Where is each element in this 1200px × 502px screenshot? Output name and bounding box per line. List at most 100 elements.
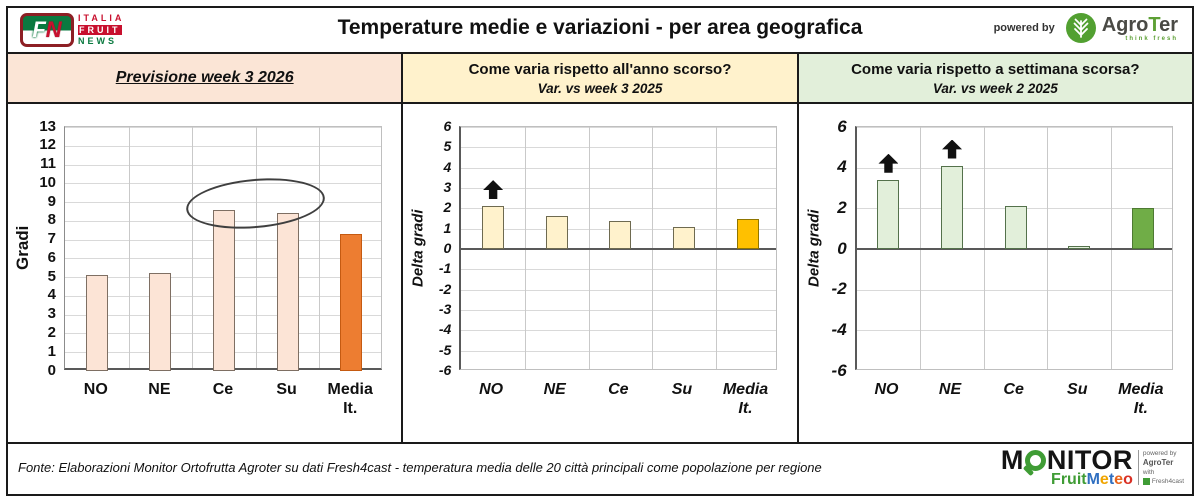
y-tick-label: 5 bbox=[443, 138, 452, 155]
charts-row: Gradi 13 12 11 10 9 8 7 6 5 4 3 2 1 0 NO NE Ce Su Media It.… bbox=[8, 104, 1192, 442]
fn-logo-words: ITALIA FRUIT NEWS bbox=[78, 13, 124, 46]
gridline-horizontal bbox=[461, 127, 777, 128]
fn-italia-label: ITALIA bbox=[78, 13, 125, 24]
powered-by-block: powered by AgroTer think fresh bbox=[994, 12, 1178, 44]
bar-media-it- bbox=[340, 233, 363, 371]
panel-header-previsione: Previsione week 3 2026 bbox=[8, 54, 402, 102]
bar-no bbox=[482, 206, 505, 249]
fruitmeteo-word: FruitMeteo bbox=[1051, 471, 1133, 488]
bar-media-it- bbox=[736, 218, 759, 249]
y-tick-label: -2 bbox=[831, 279, 847, 299]
y-tick-label: 1 bbox=[443, 219, 452, 236]
x-label-ce: Ce bbox=[212, 381, 234, 398]
gridline-horizontal bbox=[856, 127, 1172, 128]
gridline-horizontal bbox=[856, 330, 1172, 332]
plot-area bbox=[854, 126, 1173, 370]
bar-ne bbox=[149, 273, 172, 371]
bar-su bbox=[672, 226, 695, 249]
y-tick-label: -6 bbox=[438, 362, 452, 378]
panel-header-vs-anno-title: Come varia rispetto all'anno scorso? bbox=[468, 60, 732, 78]
gridline-horizontal bbox=[461, 289, 777, 291]
gridline-horizontal bbox=[856, 167, 1172, 169]
y-tick-label: 6 bbox=[443, 118, 452, 134]
y-tick-label: 6 bbox=[837, 116, 847, 136]
fruitmeteo-letter: e bbox=[1099, 471, 1109, 488]
y-tick-label: 9 bbox=[47, 192, 56, 210]
magnifier-icon bbox=[1024, 450, 1046, 471]
y-tick-label: 5 bbox=[47, 267, 56, 285]
bar-ne bbox=[545, 216, 568, 249]
powered-by-label: powered by bbox=[993, 22, 1055, 34]
y-tick-label: -3 bbox=[438, 301, 452, 317]
footer-bar: Fonte: Elaborazioni Monitor Ortofrutta A… bbox=[8, 442, 1192, 494]
y-tick-label: -6 bbox=[831, 360, 847, 380]
gridline-horizontal bbox=[65, 202, 381, 204]
fresh4cast-icon bbox=[1142, 478, 1150, 486]
bar-no bbox=[877, 179, 900, 249]
zero-axis-line bbox=[461, 248, 777, 250]
bar-su bbox=[1068, 245, 1091, 249]
y-tick-label: 2 bbox=[443, 199, 452, 216]
agroter-logo: AgroTer think fresh bbox=[1065, 12, 1178, 44]
monitor-agroter-label: AgroTer bbox=[1142, 458, 1174, 468]
gridline-horizontal bbox=[461, 147, 777, 149]
y-tick-label: 11 bbox=[40, 155, 56, 173]
gridline-horizontal bbox=[461, 330, 777, 332]
bar-media-it- bbox=[1131, 208, 1154, 249]
x-label-no: NO bbox=[83, 381, 108, 398]
gridline-vertical bbox=[319, 127, 321, 368]
y-tick-label: 3 bbox=[47, 305, 56, 323]
bar-ce bbox=[609, 220, 632, 249]
gridline-horizontal bbox=[65, 127, 381, 128]
agroter-tagline: think fresh bbox=[1125, 35, 1178, 42]
monitor-fruitmeteo-logo: M NITOR FruitMeteo powered by AgroTer wit… bbox=[1001, 447, 1184, 488]
gridline-horizontal bbox=[461, 188, 777, 189]
gridline-horizontal bbox=[461, 269, 777, 271]
y-tick-label: 10 bbox=[39, 173, 56, 191]
gridline-vertical bbox=[192, 127, 194, 368]
monitor-fresh4cast-label: Fresh4cast bbox=[1142, 478, 1184, 486]
chart-vs-anno-scorso: Delta gradi 6 5 4 3 2 1 0 -1 -2 -3 -4 -5 -6 NO NE Ce Su Me… bbox=[401, 104, 797, 442]
x-label-ne: NE bbox=[938, 381, 962, 398]
x-label-ce: Ce bbox=[608, 381, 629, 398]
y-tick-label: 0 bbox=[47, 361, 56, 379]
panel-header-vs-settimana: Come varia rispetto a settimana scorsa? … bbox=[796, 54, 1192, 102]
panel-header-vs-anno-subtitle: Var. vs week 3 2025 bbox=[537, 80, 663, 96]
y-tick-label: -5 bbox=[438, 341, 452, 358]
panel-headers-band: Previsione week 3 2026 Come varia rispet… bbox=[8, 54, 1192, 104]
chart-vs-settimana-scorsa: Delta gradi 6 4 2 0 -2 -4 -6 NO NE Ce Su Media It. bbox=[796, 104, 1192, 442]
x-label-su: Su bbox=[276, 381, 297, 398]
gridline-vertical bbox=[128, 127, 130, 368]
agroter-tree-icon bbox=[1065, 13, 1096, 43]
x-label-media-it-: Media It. bbox=[327, 381, 373, 418]
y-tick-label: -4 bbox=[438, 321, 452, 338]
panel-header-previsione-title: Previsione week 3 2026 bbox=[115, 69, 294, 86]
fn-letter-f: F bbox=[32, 17, 46, 42]
fruitmeteo-letter: o bbox=[1123, 471, 1133, 488]
y-tick-label: 6 bbox=[47, 248, 56, 266]
x-label-media-it-: Media It. bbox=[1118, 381, 1164, 418]
gridline-horizontal bbox=[461, 167, 777, 169]
plot-area bbox=[64, 126, 382, 371]
gridline-horizontal bbox=[856, 289, 1172, 291]
gridline-horizontal bbox=[461, 208, 777, 210]
x-label-ne: NE bbox=[543, 381, 566, 398]
up-arrow-icon bbox=[942, 139, 963, 159]
bar-no bbox=[85, 275, 108, 371]
chart-previsione: Gradi 13 12 11 10 9 8 7 6 5 4 3 2 1 0 NO NE Ce Su Media It. bbox=[8, 104, 402, 442]
zero-axis-line bbox=[856, 248, 1172, 250]
gridline-vertical bbox=[255, 127, 257, 368]
panel-header-vs-settimana-subtitle: Var. vs week 2 2025 bbox=[932, 80, 1058, 96]
x-label-no: NO bbox=[479, 381, 504, 398]
y-tick-label: 8 bbox=[47, 211, 56, 229]
gridline-horizontal bbox=[461, 350, 777, 352]
x-label-media-it-: Media It. bbox=[722, 381, 769, 418]
bar-ne bbox=[941, 165, 964, 249]
y-tick-label: -1 bbox=[438, 260, 452, 277]
gridline-horizontal bbox=[65, 183, 381, 185]
y-tick-label: 4 bbox=[47, 286, 56, 304]
fn-letter-n: N bbox=[45, 17, 62, 42]
y-tick-label: 13 bbox=[39, 117, 56, 135]
y-tick-label: -4 bbox=[831, 319, 847, 339]
